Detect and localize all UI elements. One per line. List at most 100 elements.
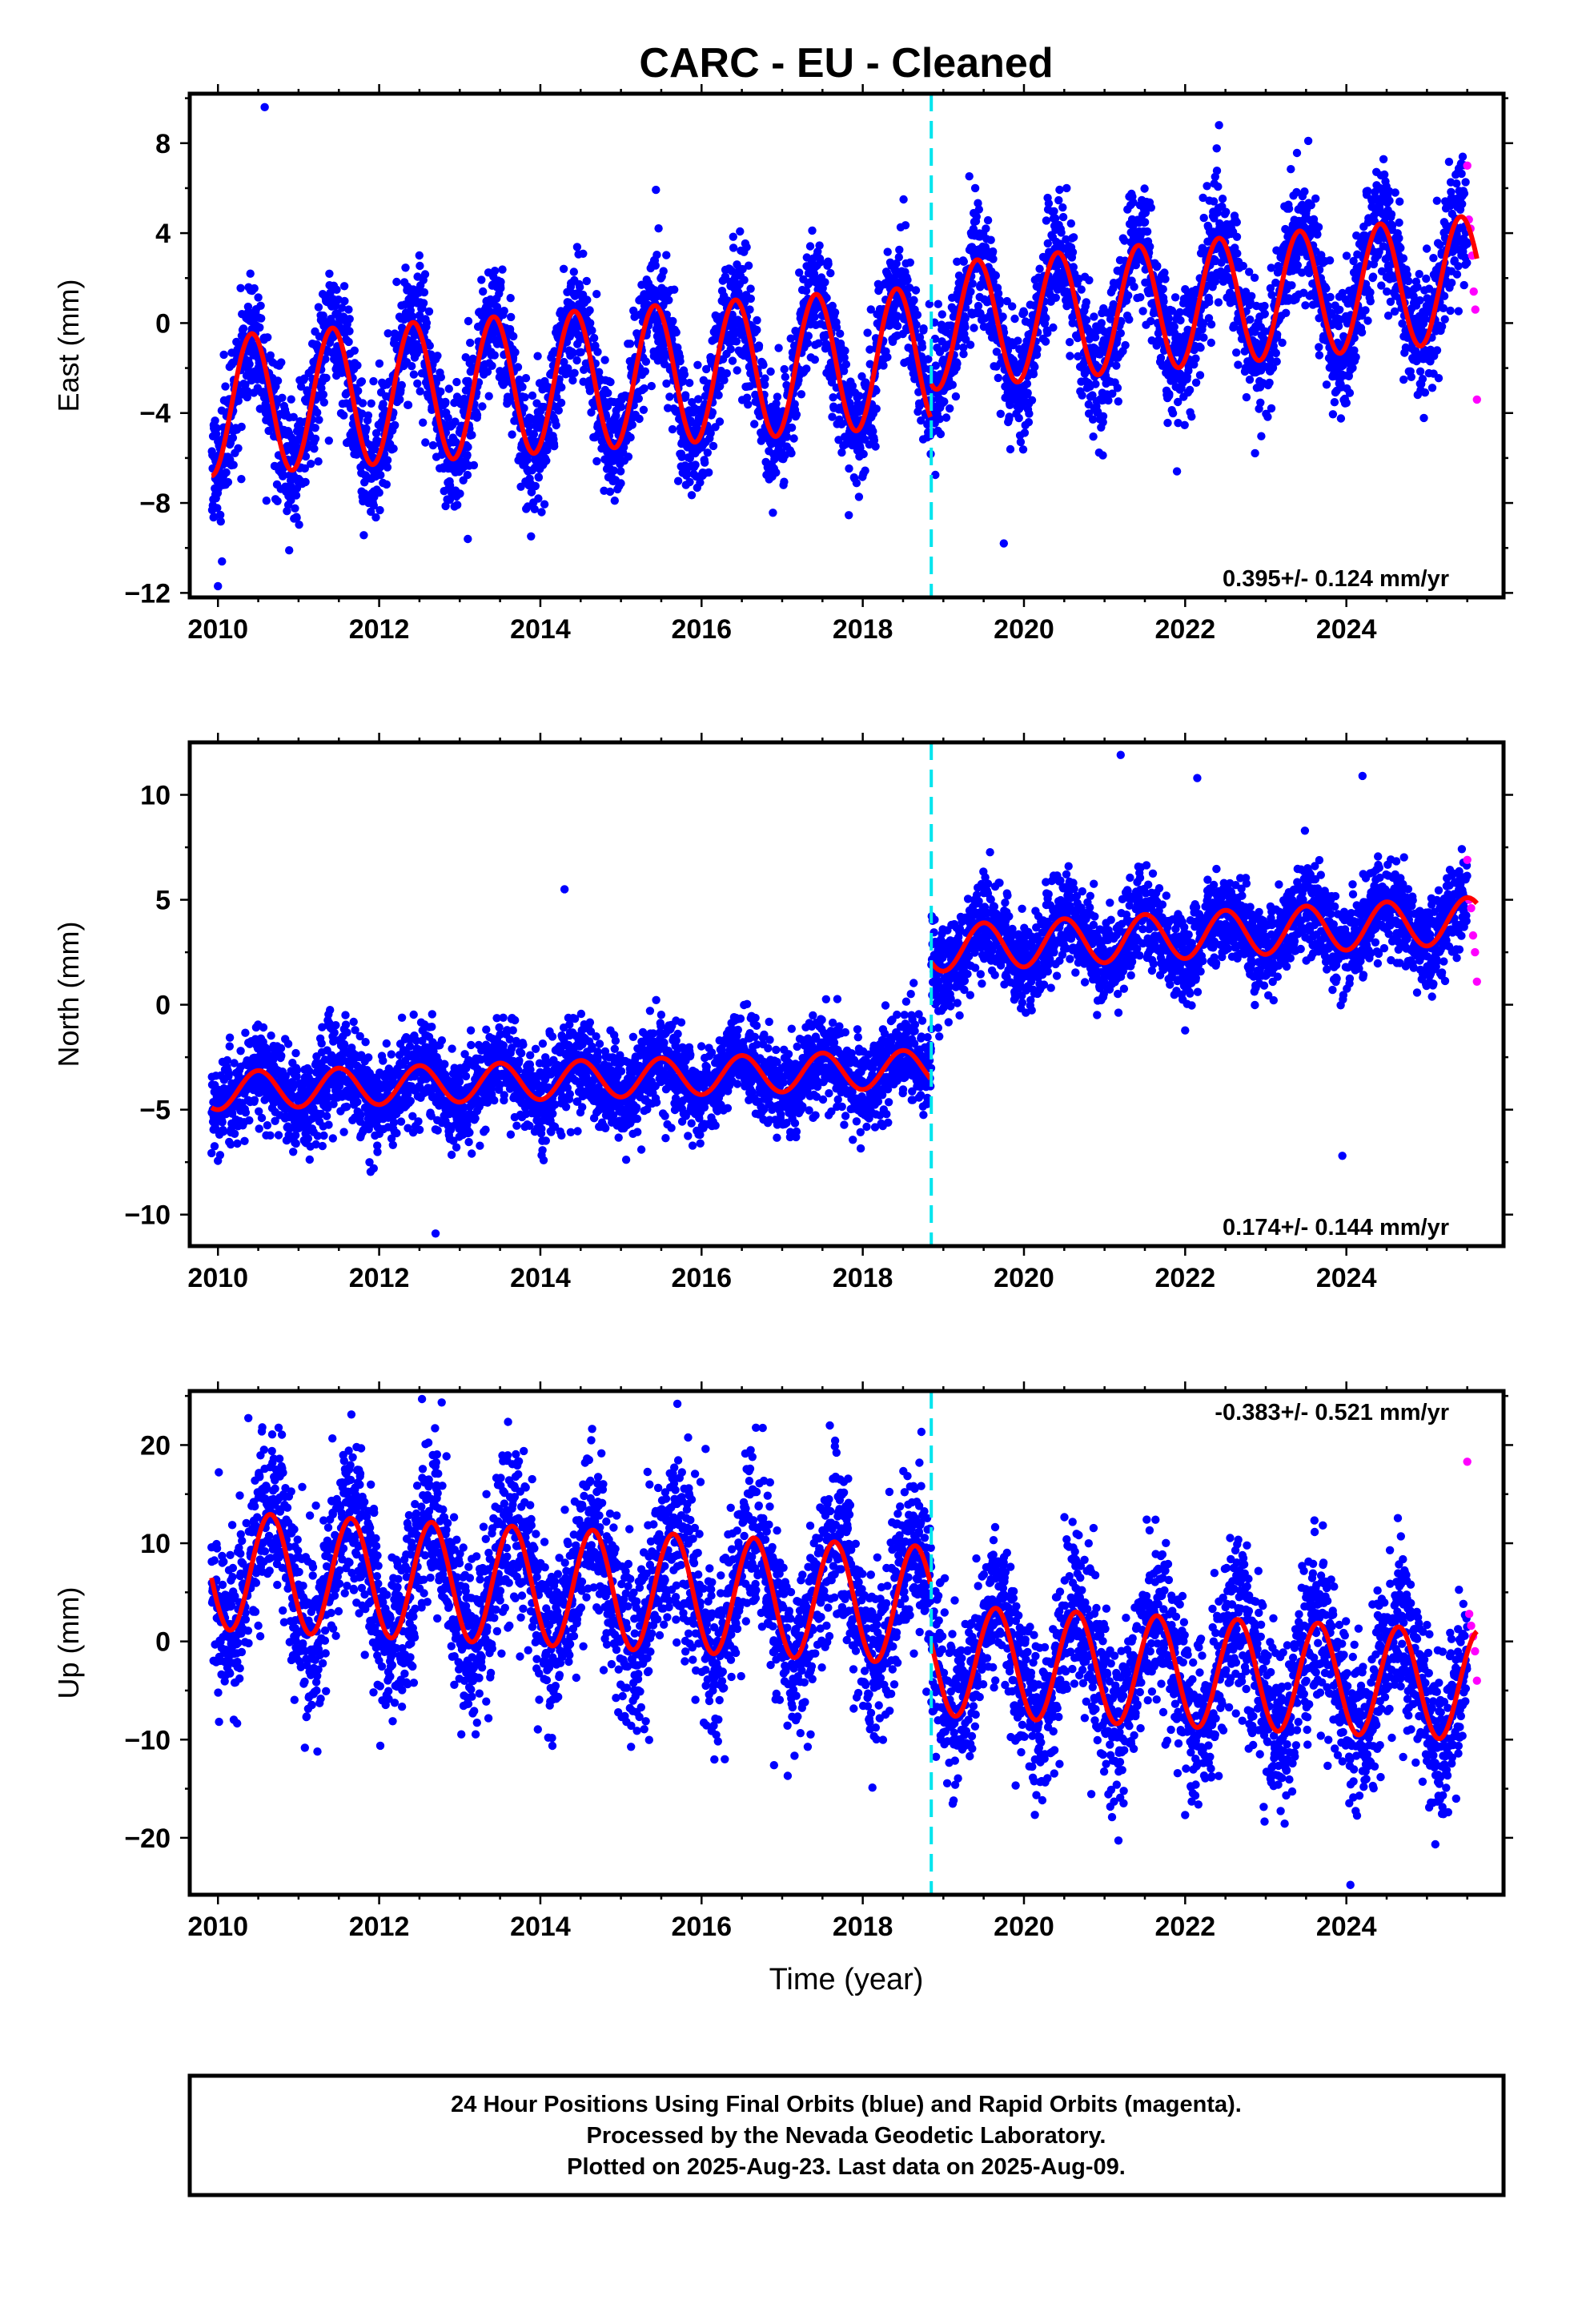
east-point xyxy=(1142,227,1152,236)
east-point xyxy=(869,427,877,436)
plot-title: CARC - EU - Cleaned xyxy=(639,40,1053,86)
east-panel: 2010 2012 2014 2016 2018 2020 2022 2024−12−8−40… xyxy=(52,84,1513,645)
east-point xyxy=(742,393,752,402)
east-point xyxy=(1293,261,1303,270)
east-point xyxy=(1043,239,1053,248)
east-point xyxy=(379,400,387,408)
east-point xyxy=(1307,201,1315,210)
east-point xyxy=(345,315,354,324)
east-point xyxy=(1325,256,1335,265)
east-point xyxy=(640,384,648,393)
east-point xyxy=(931,361,941,370)
east-point xyxy=(1165,389,1174,399)
east-point xyxy=(523,455,532,464)
east-point xyxy=(564,364,572,373)
east-point xyxy=(1030,362,1039,372)
east-point xyxy=(1069,263,1078,271)
east-point xyxy=(1140,184,1149,193)
east-point xyxy=(1301,301,1310,310)
east-point xyxy=(1073,333,1082,343)
east-point xyxy=(639,405,648,414)
east-point xyxy=(490,351,499,360)
east-point xyxy=(685,379,694,388)
east-point xyxy=(371,428,381,438)
east-point xyxy=(721,272,730,281)
east-point xyxy=(1383,312,1393,320)
east-point xyxy=(237,422,246,432)
east-point xyxy=(501,378,510,387)
east-point xyxy=(528,391,537,400)
east-point xyxy=(986,235,995,244)
east-point xyxy=(1199,333,1208,342)
east-point xyxy=(468,431,476,440)
east-point xyxy=(652,251,661,259)
east-point xyxy=(383,329,392,338)
east-point xyxy=(855,392,864,400)
east-point xyxy=(452,392,462,401)
east-point xyxy=(464,380,473,388)
east-point xyxy=(223,477,233,487)
east-point xyxy=(314,457,323,466)
east-point xyxy=(382,480,391,489)
east-point xyxy=(703,448,712,457)
east-point xyxy=(681,391,690,400)
east-point xyxy=(861,466,869,475)
east-point xyxy=(732,337,741,346)
east-point xyxy=(1330,398,1339,407)
east-point xyxy=(278,393,287,402)
east-point xyxy=(1161,275,1170,283)
east-point xyxy=(1250,273,1259,282)
east-point xyxy=(903,275,912,284)
east-point xyxy=(1091,380,1100,388)
east-point xyxy=(1051,214,1060,223)
east-point xyxy=(1088,391,1097,400)
east-point xyxy=(816,258,825,267)
east-point xyxy=(1042,216,1051,225)
east-point xyxy=(909,296,918,305)
east-point xyxy=(744,400,753,409)
east-point xyxy=(463,451,472,460)
east-point xyxy=(626,433,635,442)
east-point xyxy=(913,311,922,320)
east-point xyxy=(1383,287,1391,296)
east-point xyxy=(463,470,472,480)
east-point xyxy=(350,346,359,355)
east-point xyxy=(640,367,649,376)
east-point xyxy=(962,335,970,344)
east-point xyxy=(983,215,993,225)
east-point xyxy=(714,391,723,400)
east-point xyxy=(375,359,384,368)
east-point xyxy=(396,395,404,404)
east-point xyxy=(376,471,385,480)
east-point xyxy=(1023,388,1032,397)
east-point xyxy=(795,268,804,277)
east-point xyxy=(461,353,470,362)
east-point xyxy=(753,316,761,325)
east-point xyxy=(669,316,677,326)
east-point xyxy=(472,410,482,420)
east-point xyxy=(665,392,674,401)
east-point xyxy=(1303,136,1313,146)
east-point xyxy=(1174,419,1182,428)
east-point xyxy=(787,448,796,458)
east-point xyxy=(1266,283,1275,293)
east-point xyxy=(1267,263,1276,272)
east-point xyxy=(1167,306,1177,316)
east-point xyxy=(693,360,702,369)
east-point xyxy=(479,287,488,296)
east-point xyxy=(970,183,980,193)
east-point xyxy=(826,268,835,278)
east-point xyxy=(1245,267,1254,276)
east-point xyxy=(419,299,428,308)
east-point xyxy=(488,361,496,370)
east-point xyxy=(883,247,892,256)
east-point xyxy=(433,352,442,360)
east-point xyxy=(534,473,544,482)
east-point xyxy=(401,263,410,272)
east-point xyxy=(1395,218,1403,227)
east-point xyxy=(520,392,529,402)
east-point xyxy=(740,275,749,284)
east-point xyxy=(345,327,354,336)
east-point xyxy=(616,403,626,412)
east-point xyxy=(609,466,619,475)
